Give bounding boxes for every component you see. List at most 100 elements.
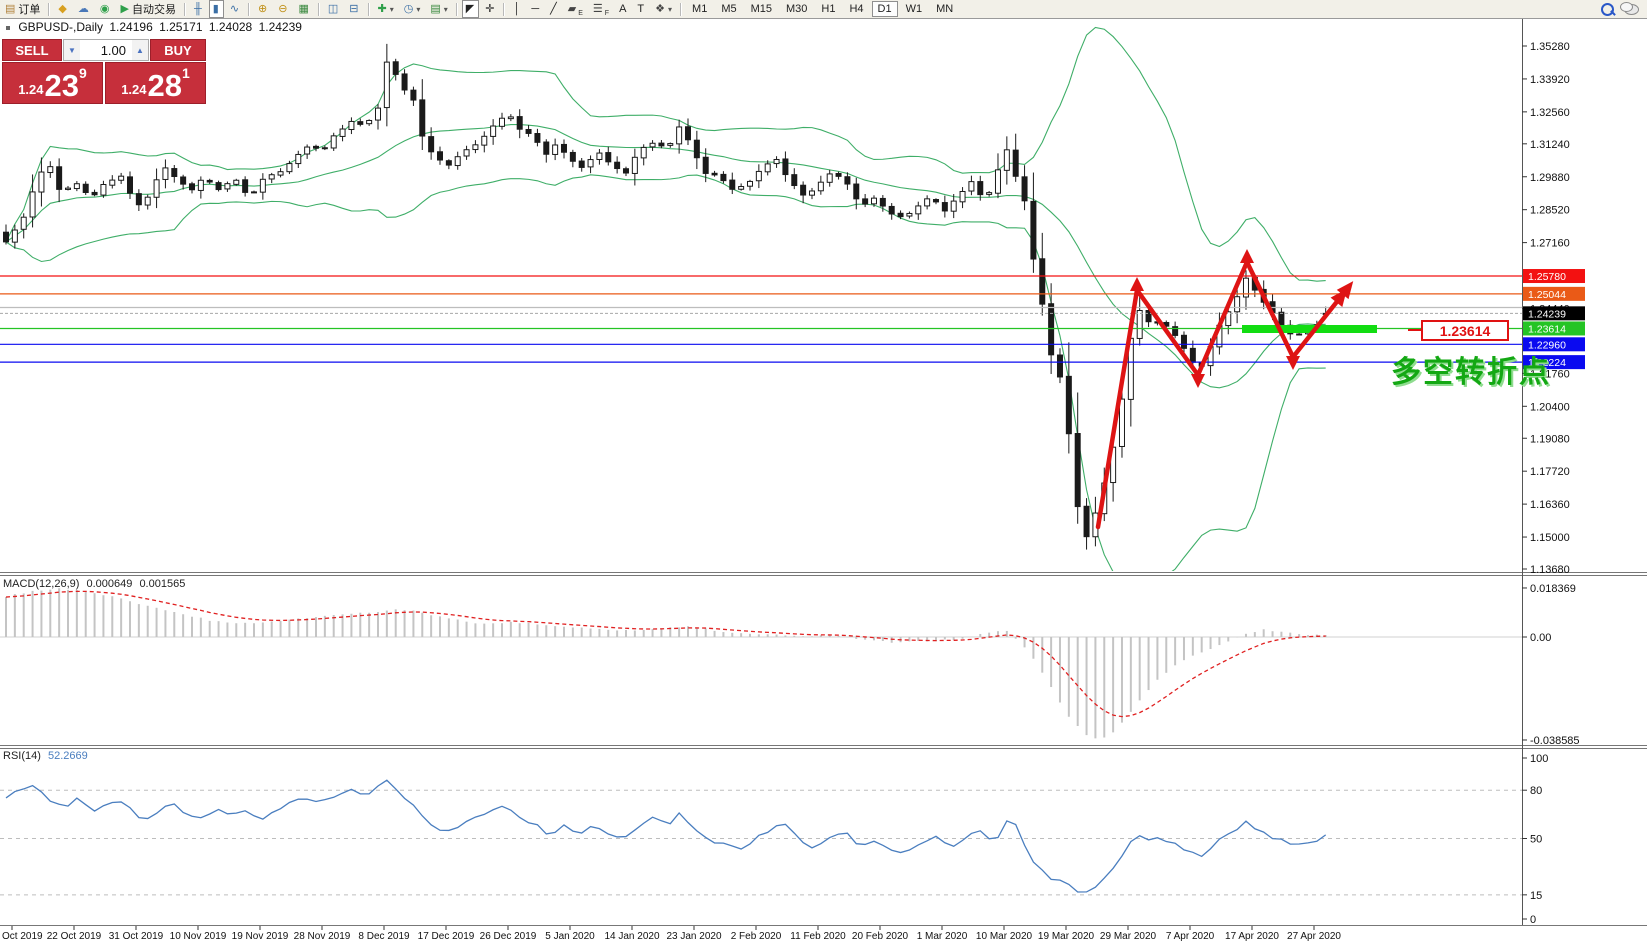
rsi-indicator-label: RSI(14) 52.2669	[3, 750, 92, 762]
zoom-in-icon: ⊕	[258, 2, 268, 15]
deposit-icon[interactable]: ◆	[54, 0, 71, 18]
arrows-button: ❖	[655, 2, 666, 15]
date-label: 1 Mar 2020	[917, 931, 968, 942]
date-label: 17 Dec 2019	[418, 931, 475, 942]
date-label: 31 Oct 2019	[109, 931, 164, 942]
arrange-windows-icon[interactable]: ◫	[324, 0, 343, 18]
svg-text:1.20400: 1.20400	[1530, 401, 1570, 413]
line-chart-icon: ∿	[229, 2, 240, 15]
date-label: 20 Feb 2020	[852, 931, 909, 942]
vertical-line-button[interactable]: │	[509, 0, 525, 18]
timeframe-m30-button[interactable]: M30	[786, 3, 808, 15]
svg-text:1.28520: 1.28520	[1530, 205, 1570, 217]
svg-text:1.33920: 1.33920	[1530, 74, 1570, 86]
date-label: 19 Nov 2019	[232, 931, 289, 942]
crosshair-button[interactable]: ✛	[481, 0, 499, 18]
timeframe-w1-button[interactable]: W1	[905, 3, 923, 15]
candlestick-chart-icon[interactable]: ▮	[208, 0, 224, 18]
date-axis: Oct 2019 22 Oct 2019 31 Oct 2019 10 Nov 201…	[2, 926, 1341, 942]
zigzag-trendline	[1095, 259, 1350, 530]
vertical-line-button: │	[513, 2, 521, 15]
date-label: 27 Apr 2020	[1287, 931, 1341, 942]
bollinger-lower	[5, 174, 1326, 571]
chart-title: GBPUSD-,Daily 1.24196 1.25171 1.24028 1.…	[6, 20, 305, 34]
add-indicator-button[interactable]: ✚ ▾	[374, 0, 398, 18]
volume-input[interactable]: 1.00	[100, 42, 126, 58]
community-icon[interactable]: ☁	[74, 0, 94, 18]
date-label: 17 Apr 2020	[1225, 931, 1279, 942]
ohlc-high: 1.25171	[159, 20, 203, 34]
timeframe-mn-button[interactable]: MN	[936, 3, 954, 15]
bar-chart-icon[interactable]: ╫	[190, 0, 207, 18]
templates-button[interactable]: ▤ ▾	[426, 0, 451, 18]
cascade-windows-icon: ⊟	[349, 2, 359, 15]
toolbar-separator	[248, 2, 251, 16]
date-label: 14 Jan 2020	[604, 931, 659, 942]
deposit-icon: ◆	[58, 2, 67, 15]
timeframe-m5-button[interactable]: M5	[721, 3, 737, 15]
svg-text:50: 50	[1530, 834, 1542, 846]
periods-button[interactable]: ◷ ▾	[400, 0, 425, 18]
sell-button[interactable]: 1.24 23 9	[2, 62, 103, 104]
cascade-windows-icon[interactable]: ⊟	[345, 0, 363, 18]
arrows-button[interactable]: ❖ ▾	[651, 0, 676, 18]
new-order-button[interactable]: ▤ 订单	[1, 0, 44, 18]
equidistant-channel-button[interactable]: ▰ E	[564, 0, 587, 18]
timeframe-h4-button[interactable]: H4	[849, 3, 864, 15]
toolbar-separator	[455, 2, 458, 16]
svg-text:1.22224: 1.22224	[1528, 357, 1566, 369]
ohlc-open: 1.24196	[109, 20, 153, 34]
svg-text:0.00: 0.00	[1530, 632, 1551, 644]
timeframe-m1-button[interactable]: M1	[692, 3, 708, 15]
bollinger-upper	[5, 26, 1326, 282]
buy-button[interactable]: 1.24 28 1	[105, 62, 206, 104]
toolbar-separator	[367, 2, 370, 16]
horizontal-line-button[interactable]: ─	[527, 0, 544, 18]
svg-text:1.29880: 1.29880	[1530, 172, 1570, 184]
timeframe-h1-button[interactable]: H1	[821, 3, 836, 15]
date-label: Oct 2019	[2, 931, 43, 942]
one-click-trade-panel: SELL ▼ 1.00 ▲ BUY 1.24 23 9 1.24 28 1	[2, 39, 206, 104]
toolbar-separator	[317, 2, 320, 16]
chat-icon[interactable]	[1620, 1, 1639, 15]
macd-panel	[0, 588, 1522, 739]
signals-icon: ◉	[99, 2, 110, 15]
volume-increase-button[interactable]: ▲	[132, 40, 148, 60]
search-icon[interactable]	[1601, 2, 1614, 16]
zoom-out-icon[interactable]: ⊖	[274, 0, 292, 18]
signals-icon[interactable]: ◉	[96, 0, 115, 18]
tile-windows-icon[interactable]: ▦	[294, 0, 313, 18]
timeframe-m15-button[interactable]: M15	[750, 3, 772, 15]
bar-chart-icon: ╫	[193, 2, 202, 15]
zigzag-arrowhead	[1286, 356, 1300, 370]
ohlc-close: 1.24239	[258, 20, 302, 34]
buy-label[interactable]: BUY	[150, 39, 206, 61]
line-chart-icon[interactable]: ∿	[226, 0, 244, 18]
zoom-in-icon[interactable]: ⊕	[254, 0, 272, 18]
date-label: 7 Apr 2020	[1166, 931, 1215, 942]
svg-text:1.22960: 1.22960	[1528, 339, 1566, 351]
autotrading-button[interactable]: ▶ 自动交易	[116, 0, 179, 18]
cursor-button: ◤	[465, 2, 475, 15]
macd-main-value: 0.000649	[86, 578, 133, 590]
volume-decrease-button[interactable]: ▼	[64, 40, 80, 60]
trendline-button[interactable]: ╱	[546, 0, 562, 18]
candlestick-chart-icon: ▮	[212, 2, 219, 15]
tile-windows-icon: ▦	[298, 2, 309, 15]
sell-label[interactable]: SELL	[2, 39, 62, 61]
trendline-button: ╱	[550, 2, 557, 15]
chart-annotations	[1095, 249, 1377, 530]
svg-text:1.21760: 1.21760	[1530, 368, 1570, 380]
svg-text:1.23614: 1.23614	[1528, 323, 1566, 335]
macd-indicator-label: MACD(12,26,9) 0.000649 0.001565	[3, 578, 189, 590]
cursor-button[interactable]: ◤	[461, 0, 480, 18]
timeframe-d1-button[interactable]: D1	[871, 1, 898, 17]
text-label-button[interactable]: T	[633, 0, 649, 18]
panel-frame	[0, 18, 1647, 926]
svg-text:1.17720: 1.17720	[1530, 466, 1570, 478]
fibonacci-button[interactable]: ☰ F	[589, 0, 613, 18]
text-button[interactable]: A	[615, 0, 631, 18]
text-label-button: T	[637, 2, 645, 15]
svg-text:1.35280: 1.35280	[1530, 41, 1570, 53]
